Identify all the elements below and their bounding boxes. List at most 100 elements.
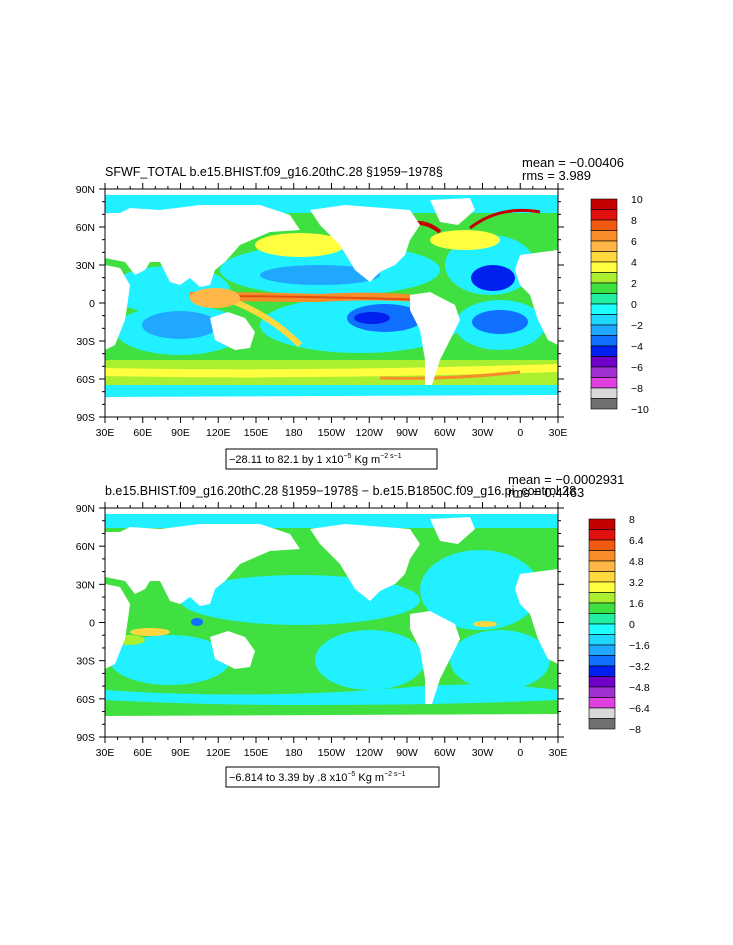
range-text: −6.814 to 3.39 by .8 x10 [229,772,347,784]
colorbar-label: −4.8 [629,682,650,694]
colorbar-swatch [590,335,618,347]
y-tick-label: 60S [76,694,95,706]
x-tick-label: 30E [96,427,115,439]
no-data-top [105,508,558,514]
x-tick-label: 30E [549,427,568,439]
svg-text:−28.11 to 82.1 by 1 x10−5 Kg m: −28.11 to 82.1 by 1 x10−5 Kg m−2 s−1 [229,453,402,466]
colorbar-label: −10 [631,404,649,416]
range-exponent: −5 [343,453,351,460]
colorbar-swatch [590,324,618,336]
colorbar-label: 4.8 [629,556,644,568]
field-region [130,628,170,636]
colorbar-label: 10 [631,194,643,206]
x-tick-label: 60E [133,747,152,759]
x-tick-label: 150W [318,747,346,759]
colorbar-label: 6.4 [629,535,644,547]
x-tick-label: 90E [171,427,190,439]
x-tick-label: 90W [396,747,418,759]
colorbar-label: 8 [629,514,635,526]
colorbar-label: −1.6 [629,640,650,652]
colorbar-swatch [590,209,618,221]
field-region [450,630,550,690]
colorbar-swatch [588,686,616,698]
x-tick-label: 150E [244,747,269,759]
colorbar-swatch [590,303,618,315]
land-north-america [310,524,420,601]
colorbar-label: 3.2 [629,577,644,589]
colorbar-swatch [590,387,618,399]
field-region [190,288,240,308]
panel-title: b.e15.BHIST.f09_g16.20thC.28 §1959−1978§… [105,484,576,498]
y-tick-label: 30S [76,336,95,348]
y-tick-label: 0 [89,298,95,310]
x-tick-label: 120W [356,427,384,439]
range-exponent: −5 [347,771,355,778]
colorbar-swatch [590,282,618,294]
x-tick-label: 120W [356,747,384,759]
land-south-america [410,292,460,385]
no-data-top [105,189,558,195]
colorbar-swatch [590,366,618,378]
panel-title: SFWF_TOTAL b.e15.BHIST.f09_g16.20thC.28 … [105,165,443,179]
field-region [471,265,515,291]
colorbar-swatch [588,592,616,604]
x-tick-label: 90E [171,747,190,759]
x-tick-label: 60W [434,747,456,759]
colorbar-label: 8 [631,215,637,227]
colorbar-label: −3.2 [629,661,650,673]
field-region [430,230,500,250]
x-tick-label: 90W [396,427,418,439]
colorbar-label: −4 [631,341,643,353]
colorbar-swatch [590,230,618,242]
y-tick-label: 30N [76,579,95,591]
land-north-america [310,205,420,282]
colorbar-swatch [590,272,618,284]
colorbar-swatch [590,251,618,263]
colorbar-swatch [590,293,618,305]
y-tick-label: 0 [89,618,95,630]
colorbar-swatch [590,345,618,357]
colorbar-swatch [588,634,616,646]
colorbar-swatch [588,697,616,709]
x-tick-label: 180 [285,747,303,759]
colorbar-swatch [590,377,618,389]
field-region [472,310,528,334]
colorbar-swatch [590,240,618,252]
colorbar-swatch [588,623,616,635]
x-tick-label: 150W [318,427,346,439]
colorbar-swatch [588,529,616,541]
colorbar-swatch [588,655,616,667]
range-units: Kg m [351,454,380,466]
colorbar-swatch [588,665,616,677]
colorbar-swatch [590,219,618,231]
field-region [255,233,345,257]
x-tick-label: 60W [434,427,456,439]
map-field [105,508,558,737]
field-region [354,312,390,324]
colorbar-swatch [588,613,616,625]
land-australia [210,631,255,669]
colorbar-label: 2 [631,278,637,290]
arctic-region [105,514,558,528]
y-tick-label: 60S [76,374,95,386]
colorbar: 10 8 6 4 2 0 −2 −4 −6 −8 −10 [590,194,649,416]
colorbar-swatch [588,539,616,551]
stats-mean: mean = −0.00406 [522,155,624,170]
axis-ticks: 30E 60E 90E 120E 150E 180 150W 120W 90W 60W 30W 0 30… [76,183,568,439]
field-region [420,550,540,630]
x-tick-label: 0 [517,747,523,759]
colorbar-label: 0 [631,299,637,311]
y-tick-label: 60N [76,541,95,553]
colorbar-swatch [590,314,618,326]
field-region [191,618,203,626]
land-asia [105,524,300,606]
x-tick-label: 30E [96,747,115,759]
colorbar-label: −8 [631,383,643,395]
colorbar-swatch [588,707,616,719]
stats-mean: mean = −0.0002931 [508,472,624,487]
colorbar-swatch [588,571,616,583]
range-units-exponent: −2 s−1 [384,771,406,778]
colorbar-swatch [590,356,618,368]
land-australia [210,312,255,350]
